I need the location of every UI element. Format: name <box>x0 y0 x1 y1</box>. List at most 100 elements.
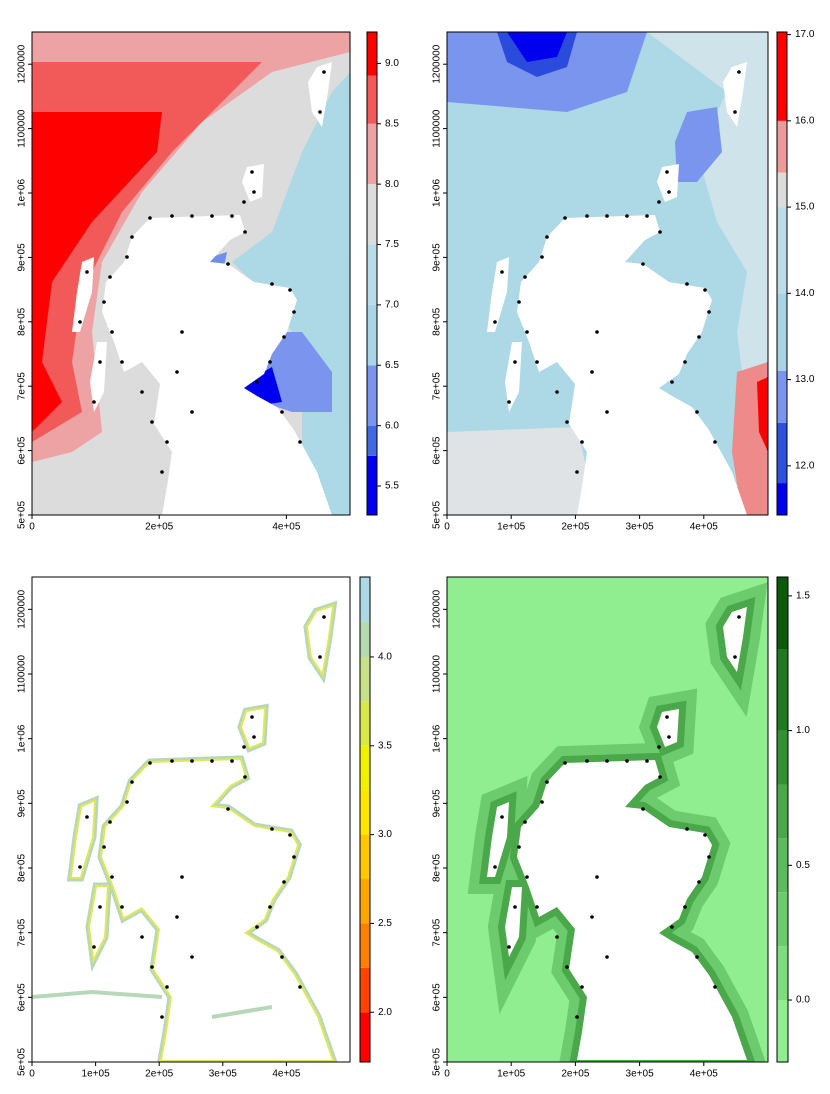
y-tick-label: 5e+05 <box>17 1048 28 1077</box>
y-tick-label: 1100000 <box>432 109 443 148</box>
colorbar-tick-label: 3.5 <box>378 740 392 751</box>
x-tick-label: 1e+05 <box>497 1069 526 1080</box>
colorbar-segment <box>360 923 370 968</box>
y-tick-label: 1200000 <box>17 589 28 628</box>
y-tick-label: 5e+05 <box>432 1048 443 1077</box>
x-tick-label: 4e+05 <box>272 522 301 533</box>
map-field <box>447 577 768 1062</box>
y-tick-label: 9e+05 <box>17 789 28 818</box>
map-shape <box>447 427 597 515</box>
colorbar-tick-label: 5.5 <box>385 481 399 492</box>
map-shape <box>32 112 162 432</box>
colorbar-tick-label: 7.5 <box>385 239 399 250</box>
map-shape <box>647 32 768 515</box>
colorbar-segment <box>777 784 788 839</box>
x-tick-label: 2e+05 <box>561 522 590 533</box>
y-tick-label: 1200000 <box>432 44 443 83</box>
colorbar-segment <box>777 1000 788 1062</box>
x-tick-label: 3e+05 <box>626 1069 655 1080</box>
colorbar-tick-label: 7.0 <box>385 300 399 311</box>
y-tick-label: 1200000 <box>432 589 443 628</box>
y-tick-label: 6e+05 <box>17 983 28 1012</box>
colorbar-segment <box>777 577 788 650</box>
y-tick-label: 8e+05 <box>17 854 28 883</box>
x-tick-label: 1e+05 <box>497 522 526 533</box>
y-tick-label: 7e+05 <box>17 372 28 401</box>
colorbar-segment <box>777 892 788 947</box>
plot-frame <box>31 576 351 1063</box>
x-tick-label: 0 <box>29 1069 35 1080</box>
x-tick-label: 0 <box>444 522 450 533</box>
colorbar-tick-label: 4.0 <box>378 652 392 663</box>
colorbar-segment <box>777 120 787 173</box>
x-tick-label: 0 <box>444 1069 450 1080</box>
y-tick-label: 1e+06 <box>432 724 443 753</box>
colorbar-tick-label: 3.0 <box>378 829 392 840</box>
y-tick-label: 8e+05 <box>432 307 443 336</box>
map-field <box>447 32 768 515</box>
y-tick-label: 6e+05 <box>432 436 443 465</box>
y-tick-label: 9e+05 <box>432 789 443 818</box>
colorbar-segment <box>367 425 377 456</box>
colorbar-segment <box>367 304 377 366</box>
colorbar-segment <box>777 946 788 1001</box>
colorbar-segment <box>360 621 370 657</box>
colorbar-frame <box>776 576 789 1063</box>
colorbar-segment <box>777 32 787 121</box>
colorbar-segment <box>777 293 787 371</box>
y-tick-label: 7e+05 <box>432 918 443 947</box>
map-shape <box>262 332 332 412</box>
colorbar-segment <box>777 838 788 893</box>
colorbar-tick-label: 6.5 <box>385 360 399 371</box>
y-tick-label: 9e+05 <box>17 243 28 272</box>
colorbar-tick-label: 17.0 <box>795 29 815 40</box>
x-tick-label: 2e+05 <box>561 1069 590 1080</box>
colorbar-segment <box>777 483 787 515</box>
colorbar-segment <box>367 184 377 245</box>
colorbar-segment <box>367 244 377 305</box>
y-tick-label: 9e+05 <box>432 243 443 272</box>
colorbar-segment <box>777 730 788 785</box>
colorbar-segment <box>777 422 787 484</box>
x-tick-label: 4e+05 <box>690 1069 719 1080</box>
x-tick-label: 1e+05 <box>82 1069 111 1080</box>
colorbar-segment <box>360 701 370 746</box>
x-tick-label: 2e+05 <box>145 1069 174 1080</box>
map-shape <box>757 377 768 452</box>
colorbar-frame <box>776 31 788 516</box>
map-shape <box>32 989 273 1019</box>
x-tick-label: 0 <box>29 522 35 533</box>
y-tick-label: 8e+05 <box>432 854 443 883</box>
map-field <box>32 577 350 1062</box>
colorbar-tick-label: 12.0 <box>795 460 815 471</box>
colorbar-segment <box>360 745 370 791</box>
colorbar-tick-label: 14.0 <box>795 288 815 299</box>
colorbar-tick-label: 13.0 <box>795 374 815 385</box>
colorbar-segment <box>360 790 370 835</box>
colorbar-tick-label: 6.0 <box>385 420 399 431</box>
x-tick-label: 4e+05 <box>690 522 719 533</box>
y-tick-label: 7e+05 <box>17 918 28 947</box>
y-tick-label: 5e+05 <box>17 501 28 530</box>
colorbar-segment <box>777 370 787 423</box>
colorbar-segment <box>367 32 377 76</box>
plot-frame <box>446 576 769 1063</box>
colorbar-segment <box>777 649 788 731</box>
plot-frame <box>31 31 351 516</box>
y-tick-label: 8e+05 <box>17 307 28 336</box>
colorbar-segment <box>367 75 377 124</box>
colorbar-segment <box>367 365 377 426</box>
x-tick-label: 3e+05 <box>626 522 655 533</box>
y-tick-label: 1100000 <box>432 654 443 693</box>
x-tick-label: 4e+05 <box>272 1069 301 1080</box>
colorbar-segment <box>367 123 377 185</box>
colorbar-segment <box>777 172 787 208</box>
colorbar-segment <box>367 455 377 515</box>
plot-frame <box>446 31 769 516</box>
colorbar-segment <box>360 656 370 702</box>
x-tick-label: 3e+05 <box>209 1069 238 1080</box>
colorbar-tick-label: 2.5 <box>378 918 392 929</box>
y-tick-label: 1e+06 <box>17 724 28 753</box>
colorbar-tick-label: 8.0 <box>385 179 399 190</box>
